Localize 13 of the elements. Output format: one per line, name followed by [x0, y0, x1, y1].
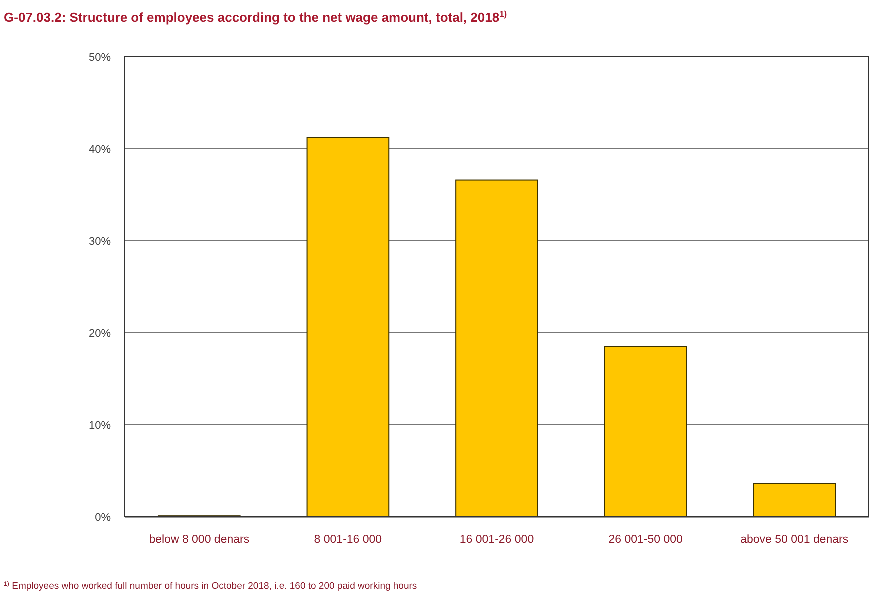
text: $^{1)}$ Employees who worked full number of hours in October 2018, i.e. 160 to 200 paid working hours [4, 580, 418, 592]
y-tick-label: 10% [88, 420, 112, 432]
y-tick-label: 40% [88, 144, 112, 156]
y-tick-label: 50% [88, 52, 112, 64]
y-tick-label: 0% [95, 512, 112, 524]
x-tick-label: 26 001-50 000 [608, 534, 683, 546]
x-tick-label: below 8 000 denars [149, 534, 250, 546]
chart-title: G-07.03.2: Structure of employees according to the net wage amount, total, 2018$^{1)}$ [4, 9, 508, 25]
x-tick-label: above 50 001 denars [740, 534, 849, 546]
y-tick-label: 20% [88, 328, 112, 340]
x-tick-label: 8 001-16 000 [314, 534, 382, 546]
y-tick-label: 30% [88, 236, 112, 248]
x-tick-label: 16 001-26 000 [460, 534, 534, 546]
